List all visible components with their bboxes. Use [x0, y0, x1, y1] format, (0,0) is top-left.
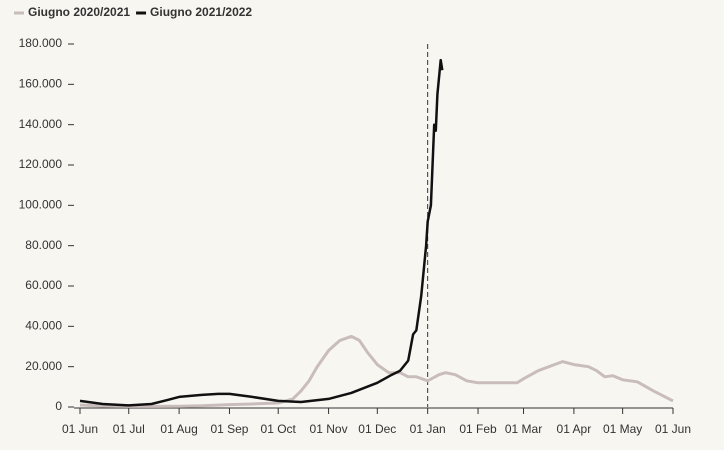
- x-tick-label: 01 Sep: [210, 422, 248, 436]
- y-tick-label: 0: [55, 399, 62, 413]
- y-tick-label: 140.000: [19, 117, 63, 131]
- legend-label: Giugno 2021/2022: [150, 5, 252, 19]
- y-tick-label: 180.000: [19, 36, 63, 50]
- legend-label: Giugno 2020/2021: [28, 5, 130, 19]
- x-tick-label: 01 Nov: [310, 422, 348, 436]
- x-tick-label: 01 Aug: [160, 422, 197, 436]
- x-tick-label: 01 May: [603, 422, 642, 436]
- x-tick-label: 01 Jun: [62, 422, 98, 436]
- y-tick-label: 100.000: [19, 198, 63, 212]
- series-line: [79, 58, 444, 407]
- x-tick-label: 01 Jun: [655, 422, 691, 436]
- y-tick-label: 120.000: [19, 157, 63, 171]
- x-tick-label: 01 Dec: [358, 422, 396, 436]
- x-tick-label: 01 Jan: [410, 422, 446, 436]
- y-tick-label: 80.000: [25, 238, 62, 252]
- x-tick-label: 01 Apr: [557, 422, 592, 436]
- x-tick-label: 01 Mar: [505, 422, 542, 436]
- y-tick-label: 160.000: [19, 77, 63, 91]
- y-tick-label: 20.000: [25, 359, 62, 373]
- x-tick-label: 01 Jul: [113, 422, 145, 436]
- y-tick-label: 60.000: [25, 278, 62, 292]
- x-tick-label: 01 Feb: [459, 422, 497, 436]
- legend: Giugno 2020/2021 Giugno 2021/2022: [14, 5, 252, 19]
- series-line: [79, 334, 674, 408]
- y-tick-label: 40.000: [25, 319, 62, 333]
- x-tick-label: 01 Oct: [261, 422, 297, 436]
